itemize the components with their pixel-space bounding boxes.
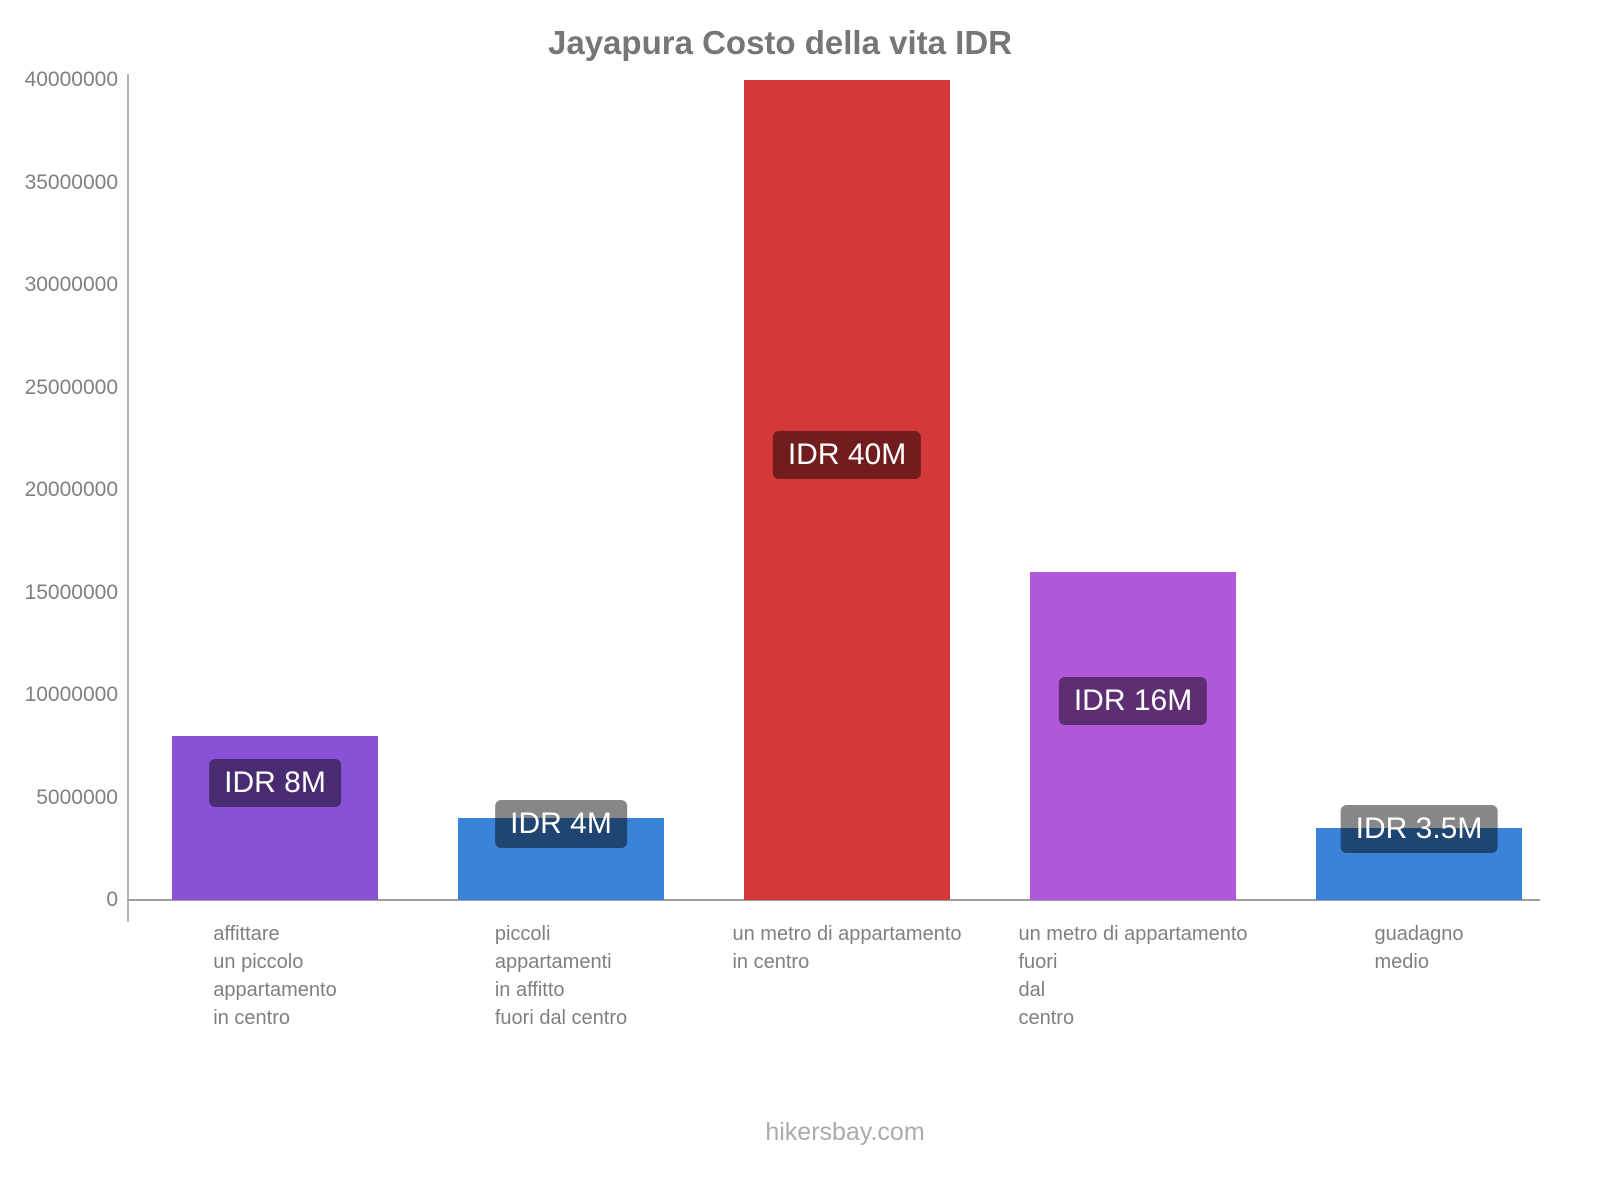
y-axis-tick-label: 30000000: [24, 273, 118, 296]
bar-5: [1316, 828, 1522, 900]
x-axis-category-label: affittare un piccolo appartamento in cen…: [213, 923, 337, 1029]
x-axis-category-label: piccoli appartamenti in affitto fuori da…: [494, 923, 628, 1029]
bar-2: [458, 818, 664, 900]
y-axis-tick-label: 20000000: [24, 478, 118, 501]
x-axis-line: [127, 899, 1540, 901]
y-axis-tick-label: 0: [106, 888, 118, 911]
bar-value-badge: IDR 3.5M: [1340, 805, 1498, 854]
x-axis-category-label: guadagno medio: [1374, 923, 1464, 973]
y-axis-tick-label: 10000000: [24, 683, 118, 706]
chart-title: Jayapura Costo della vita IDR: [548, 24, 1012, 61]
bar-3: [744, 80, 950, 900]
y-axis-tick-label: 5000000: [36, 785, 118, 809]
y-axis-tick-label: 35000000: [24, 170, 118, 194]
y-axis-tick-label: 40000000: [24, 68, 118, 91]
x-axis-category-label: un metro di appartamento in centro: [732, 923, 962, 973]
bar-value-badge: IDR 40M: [772, 431, 922, 479]
bar-value-badge: IDR 4M: [495, 800, 627, 848]
y-axis-tick-label: 25000000: [24, 375, 118, 399]
bar-4: [1030, 572, 1236, 900]
x-axis-category-label: un metro di appartamento fuori dal centr…: [1018, 923, 1248, 1029]
y-axis-line: [127, 74, 129, 922]
y-axis-tick-label: 15000000: [24, 580, 118, 604]
bar-value-badge: IDR 16M: [1058, 677, 1208, 725]
bar-1: [172, 736, 378, 900]
bar-value-badge: IDR 8M: [209, 759, 341, 807]
footer-watermark: hikersbay.com: [765, 1118, 925, 1146]
